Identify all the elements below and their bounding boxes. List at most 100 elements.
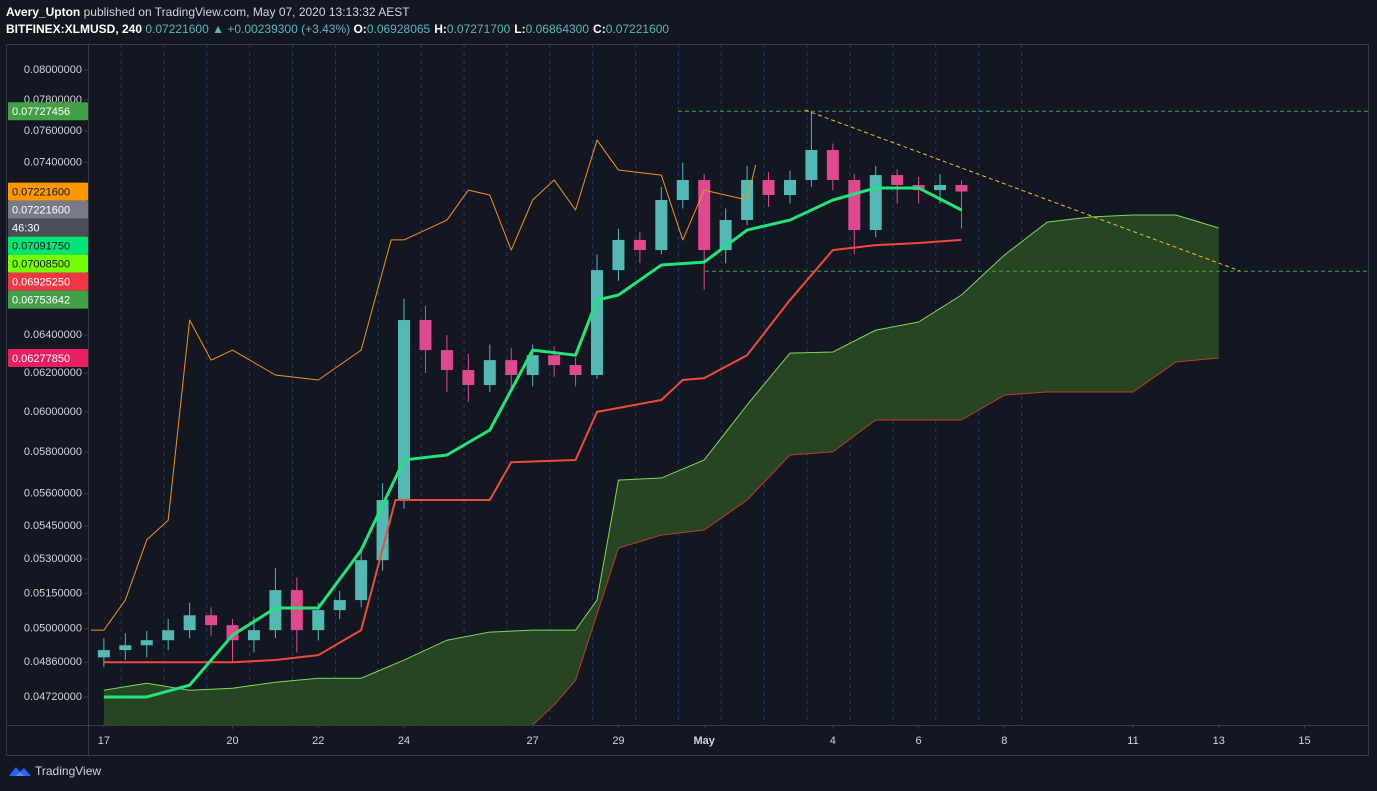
candle-body xyxy=(505,360,518,375)
ohlc-value: 0.06864300 xyxy=(525,22,590,36)
trend-line xyxy=(804,109,1241,272)
ohlc-key: L: xyxy=(514,22,526,36)
y-tick-label: 0.05000000 xyxy=(24,622,82,634)
last-price: 0.07221600 xyxy=(145,22,209,36)
candle-body xyxy=(269,590,282,631)
y-tick-label: 0.06400000 xyxy=(24,329,82,341)
candle-body xyxy=(655,199,668,251)
price-label: 0.07221600 xyxy=(12,187,70,199)
author: Avery_Upton xyxy=(6,5,81,19)
candle-body xyxy=(119,645,132,651)
y-tick-label: 0.05450000 xyxy=(24,520,82,532)
candle-body xyxy=(290,590,303,631)
candle-body xyxy=(183,615,196,631)
span-b xyxy=(532,357,1219,725)
x-tick-label: 17 xyxy=(98,735,110,747)
chart: 0.080000000.078000000.076000000.07400000… xyxy=(6,44,1369,756)
candle-body xyxy=(805,150,818,180)
symbol-line: BITFINEX:XLMUSD, 240 0.07221600 ▲ +0.002… xyxy=(6,22,673,36)
candle-body xyxy=(569,365,582,375)
price-label-box xyxy=(8,290,88,309)
price-label: 0.07091750 xyxy=(12,241,70,253)
y-tick-label: 0.05600000 xyxy=(24,488,82,500)
candle-body xyxy=(398,320,411,501)
x-tick-label: 13 xyxy=(1213,735,1225,747)
candle-body xyxy=(162,630,175,641)
x-tick-label: 20 xyxy=(226,735,238,747)
x-tick-label: 27 xyxy=(527,735,539,747)
x-tick-label: 29 xyxy=(612,735,624,747)
price-label-box xyxy=(8,182,88,201)
axes: 0.080000000.078000000.076000000.07400000… xyxy=(8,64,1311,747)
indicator-line xyxy=(91,139,757,631)
candle-body xyxy=(762,179,775,196)
y-tick-label: 0.05300000 xyxy=(24,553,82,565)
candle-body xyxy=(462,370,475,386)
y-tick-label: 0.04720000 xyxy=(24,691,82,703)
ohlc-value: 0.06928065 xyxy=(366,22,431,36)
y-tick-label: 0.05150000 xyxy=(24,587,82,599)
candle-body xyxy=(548,355,561,366)
x-tick-label: 15 xyxy=(1298,735,1310,747)
price-label-box xyxy=(8,200,88,219)
ohlc-key: H: xyxy=(434,22,447,36)
candle-body xyxy=(419,320,432,351)
span-a xyxy=(103,214,1219,691)
up-arrow: ▲ xyxy=(212,22,225,36)
price-label-box xyxy=(8,236,88,255)
publish-line: Avery_Upton published on TradingView.com… xyxy=(6,5,410,19)
x-tick-label: 24 xyxy=(398,735,410,747)
price-label: 0.07221600 xyxy=(12,205,70,217)
candle-body xyxy=(205,615,218,626)
y-tick-label: 0.06000000 xyxy=(24,406,82,418)
price-label: 46:30 xyxy=(12,223,40,235)
candle-body xyxy=(783,179,796,196)
candle-body xyxy=(826,150,839,180)
brand: TradingView xyxy=(8,764,101,778)
x-tick-label: 11 xyxy=(1127,735,1138,747)
plot xyxy=(91,44,1368,725)
candle-body xyxy=(97,650,110,658)
x-tick-label: 4 xyxy=(830,735,836,747)
candle-body xyxy=(633,239,646,251)
price-label: 0.06753642 xyxy=(12,295,70,307)
candle-body xyxy=(934,185,947,191)
ohlc-key: C: xyxy=(593,22,606,36)
price-label: 0.06925250 xyxy=(12,277,70,289)
frame xyxy=(6,44,1369,756)
candle-body xyxy=(247,630,260,641)
indicator-line xyxy=(103,238,962,664)
candle-body xyxy=(590,270,604,375)
candle-body xyxy=(355,560,368,601)
change: +0.00239300 (+3.43%) xyxy=(227,22,351,36)
y-tick-label: 0.05800000 xyxy=(24,446,82,458)
symbol: BITFINEX:XLMUSD, 240 xyxy=(6,22,143,36)
y-tick-label: 0.06200000 xyxy=(24,367,82,379)
candle-body xyxy=(376,500,389,561)
price-label: 0.07008500 xyxy=(12,259,70,271)
ohlc-value: 0.07271700 xyxy=(446,22,511,36)
price-label-box xyxy=(8,218,88,237)
candle-body xyxy=(312,610,325,631)
x-tick-label: 8 xyxy=(1001,735,1007,747)
price-label: 0.06277850 xyxy=(12,353,70,365)
candle-body xyxy=(140,640,153,646)
x-tick-label: May xyxy=(693,735,715,747)
x-tick-label: 6 xyxy=(916,735,922,747)
ohlc-key: O: xyxy=(353,22,367,36)
price-label-box xyxy=(8,349,88,368)
candle-body xyxy=(483,360,496,386)
ohlc: O:0.06928065 H:0.07271700 L:0.06864300 C:0.… xyxy=(353,22,673,36)
candle-body xyxy=(526,355,539,375)
price-label-box xyxy=(8,254,88,273)
y-tick-label: 0.07600000 xyxy=(24,125,82,137)
price-label-box xyxy=(8,102,88,121)
y-tick-label: 0.04860000 xyxy=(24,656,82,668)
price-label: 0.07727456 xyxy=(12,106,70,118)
candle-body xyxy=(955,185,968,192)
brand-name: TradingView xyxy=(35,764,102,778)
y-tick-label: 0.07400000 xyxy=(24,157,82,169)
candle-body xyxy=(848,179,861,231)
candle-body xyxy=(333,600,346,611)
